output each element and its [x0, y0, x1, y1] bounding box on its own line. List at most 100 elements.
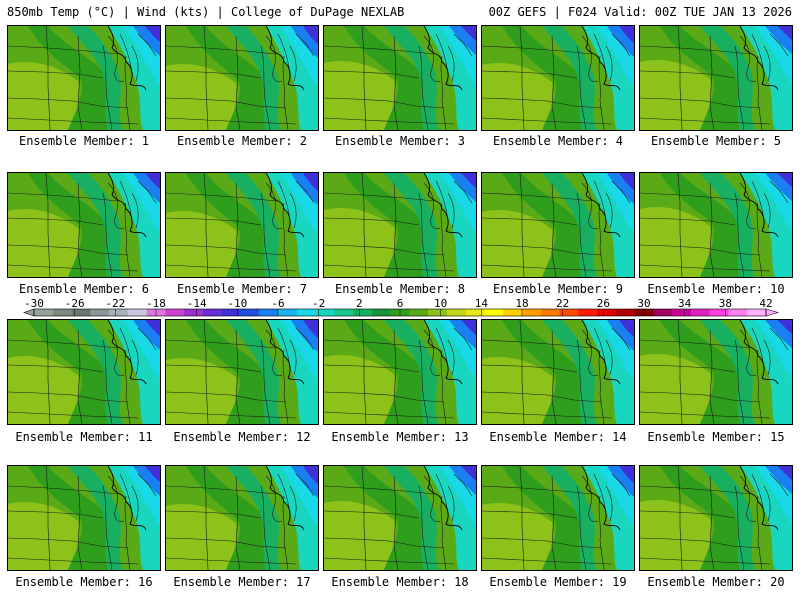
state-boundary [418, 192, 429, 277]
temperature-contour-fill [384, 173, 439, 277]
state-boundary [453, 473, 473, 497]
state-boundary [611, 473, 631, 497]
state-boundary [640, 411, 771, 419]
temperature-contour-fill [640, 499, 712, 570]
state-boundary [77, 182, 83, 277]
great-lakes-coastline [739, 26, 779, 91]
state-boundary [8, 485, 119, 495]
state-boundary [576, 339, 587, 424]
temperature-contour-fill [461, 466, 476, 481]
temperature-colorbar: -30 -26 -22 -18 -14 -10 -6 -2 2 6 10 14 18 22 26 30 34 38… [0, 297, 800, 321]
state-boundary [640, 244, 761, 256]
state-boundary [677, 320, 683, 424]
colorbar-tick-label: 6 [397, 297, 404, 310]
state-boundary [482, 537, 603, 549]
colorbar-tick-label: -22 [105, 297, 125, 310]
ensemble-member-map [165, 25, 319, 131]
state-boundary [166, 244, 287, 256]
state-boundary [8, 70, 104, 79]
temperature-contour-fill [640, 353, 712, 424]
state-boundary [734, 45, 745, 130]
state-boundary [131, 485, 139, 522]
great-lakes-coastline [107, 173, 147, 238]
state-boundary [453, 327, 473, 351]
state-boundary [324, 485, 435, 495]
colorbar-segment [709, 309, 729, 316]
state-boundary [393, 35, 399, 130]
state-boundary [324, 45, 435, 55]
state-boundary [324, 364, 420, 373]
colorbar-segment [728, 309, 748, 316]
temperature-contour-fill [303, 173, 318, 191]
colorbar-segment [315, 309, 335, 316]
state-boundary [393, 182, 399, 277]
temperature-map [640, 320, 792, 424]
state-boundary [289, 485, 297, 522]
ensemble-member-label: Ensemble Member: 3 [334, 134, 466, 148]
temperature-contour-fill [8, 208, 80, 277]
state-boundary [640, 510, 736, 519]
state-boundary [131, 192, 139, 229]
colorbar-graphic: -30 -26 -22 -18 -14 -10 -6 -2 2 6 10 14 18 22 26 30 34 38… [23, 297, 780, 317]
state-boundary [605, 485, 613, 522]
temperature-contour-fill [777, 26, 792, 40]
temperature-contour-fill [166, 210, 238, 277]
temperature-contour-fill [8, 501, 80, 570]
great-lakes-coastline [265, 26, 305, 91]
state-boundary [235, 329, 241, 424]
temperature-contour-fill [482, 356, 554, 424]
state-boundary [45, 466, 51, 570]
state-boundary [640, 192, 751, 202]
temperature-contour-fill [226, 173, 281, 277]
temperature-contour-fill [542, 320, 597, 424]
state-boundary [769, 33, 789, 57]
temperature-contour-fill [640, 59, 712, 130]
great-lakes-coastline [423, 320, 463, 385]
colorbar-tick-label: -18 [146, 297, 166, 310]
state-boundary [324, 339, 435, 349]
state-boundary [260, 485, 271, 570]
temperature-contour-fill [324, 60, 396, 130]
state-boundary [8, 510, 104, 519]
ensemble-member-label: Ensemble Member: 15 [647, 430, 785, 444]
state-boundary [8, 557, 139, 565]
state-boundary [8, 244, 129, 256]
colorbar-left-arrow [23, 308, 35, 317]
state-boundary [8, 264, 139, 272]
state-boundary [361, 26, 367, 130]
state-boundary [482, 217, 578, 226]
ensemble-member-label: Ensemble Member: 10 [647, 282, 785, 296]
ensemble-member-label: Ensemble Member: 5 [650, 134, 782, 148]
state-boundary [166, 391, 287, 403]
temperature-contour-fill [700, 26, 755, 130]
state-boundary [166, 264, 297, 272]
state-boundary [295, 327, 315, 351]
temperature-contour-fill [482, 502, 554, 570]
ensemble-member-map [481, 319, 635, 425]
colorbar-segment [409, 309, 429, 316]
temperature-map [166, 320, 318, 424]
state-boundary [605, 339, 613, 376]
colorbar-segment [653, 309, 673, 316]
state-boundary [709, 182, 715, 277]
state-boundary [551, 35, 557, 130]
colorbar-segment [165, 309, 185, 316]
state-boundary [551, 182, 557, 277]
state-boundary [677, 466, 683, 570]
great-lakes-coastline [423, 26, 463, 91]
colorbar-tick-label: -6 [271, 297, 284, 310]
state-boundary [605, 192, 613, 229]
state-boundary [45, 26, 51, 130]
colorbar-tick-label: -14 [187, 297, 207, 310]
temperature-contour-fill [461, 26, 476, 41]
colorbar-tick-label: -2 [312, 297, 325, 310]
state-boundary [418, 339, 429, 424]
state-boundary [677, 173, 683, 277]
state-boundary [102, 45, 113, 130]
colorbar-segment [259, 309, 279, 316]
temperature-contour-fill [303, 26, 318, 44]
colorbar-segment [428, 309, 448, 316]
state-boundary [324, 217, 420, 226]
colorbar-tick-label: 22 [556, 297, 569, 310]
ensemble-member-map [639, 172, 793, 278]
